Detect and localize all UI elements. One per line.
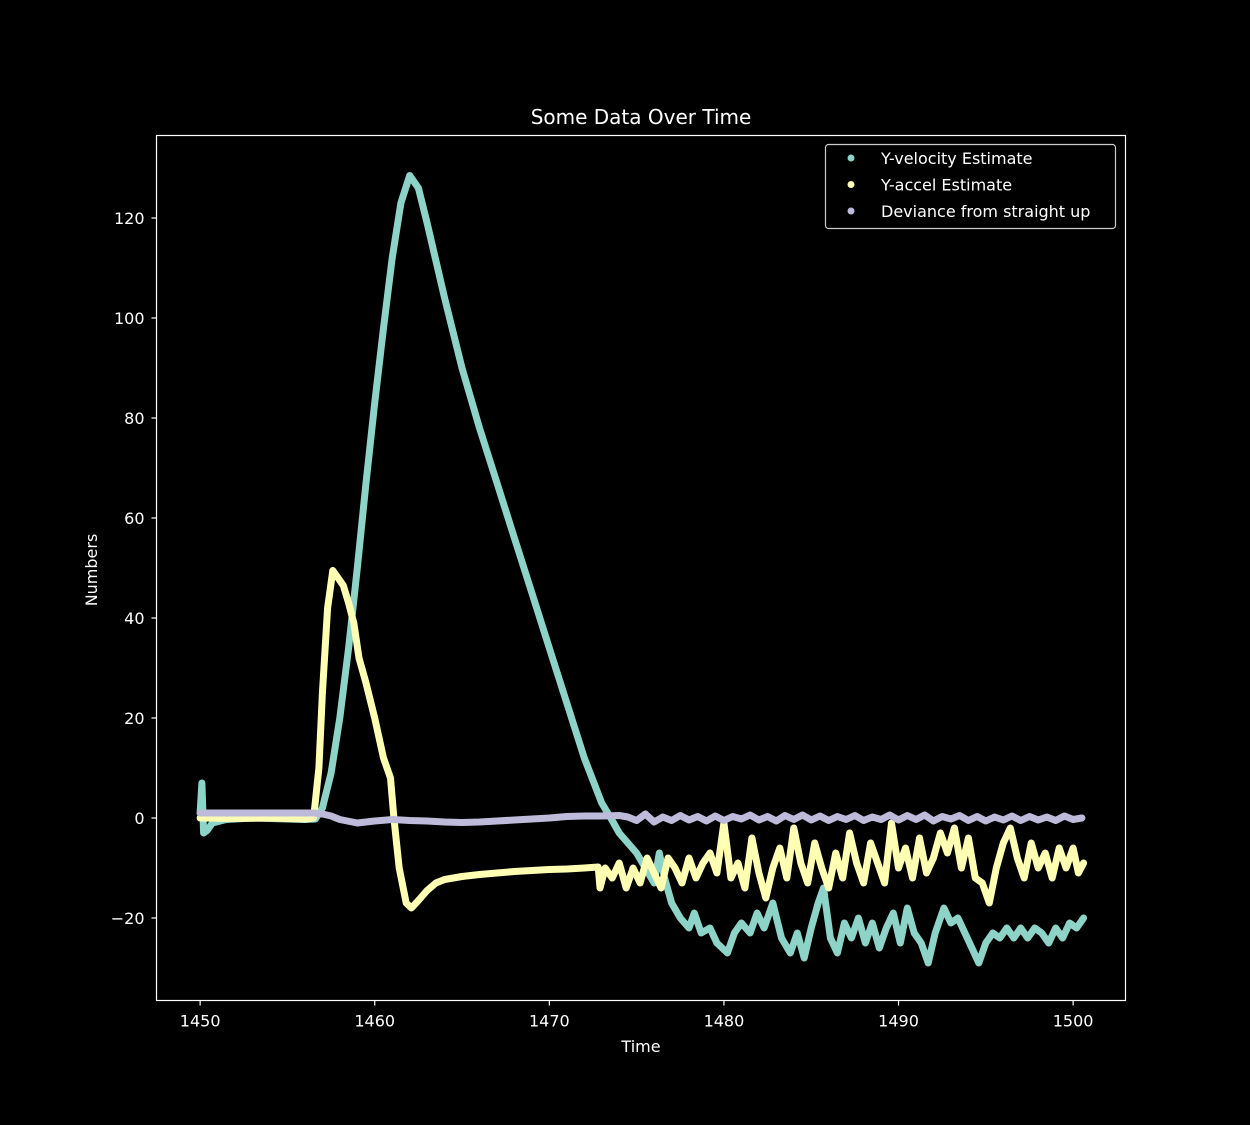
y-tick-label: 0 xyxy=(134,809,144,828)
legend-items: Y-velocity Estimate Y-accel Estimate Devia… xyxy=(847,149,1090,221)
legend-marker-y-velocity-estimate xyxy=(847,154,855,162)
series-y-accel-estimate xyxy=(196,567,1088,912)
y-tick-label: 100 xyxy=(114,309,145,328)
x-axis: 1450 1460 1470 1480 1490 1500 xyxy=(180,1000,1094,1031)
legend-marker-deviance-from-straight-up xyxy=(847,207,855,215)
legend-label-y-accel-estimate: Y-accel Estimate xyxy=(880,176,1012,195)
y-tick-label: −20 xyxy=(111,909,145,928)
chart-title: Some Data Over Time xyxy=(531,105,752,129)
y-tick-label: 80 xyxy=(124,409,144,428)
x-tick-label: 1490 xyxy=(878,1012,919,1031)
legend: Y-velocity Estimate Y-accel Estimate Devia… xyxy=(824,143,1117,230)
y-axis-label: Numbers xyxy=(82,534,101,607)
x-tick-label: 1450 xyxy=(180,1012,221,1031)
x-axis-label: Time xyxy=(620,1037,660,1056)
legend-label-deviance-from-straight-up: Deviance from straight up xyxy=(881,202,1090,221)
x-tick-label: 1470 xyxy=(529,1012,570,1031)
legend-marker-y-accel-estimate xyxy=(847,181,855,188)
plot-area xyxy=(196,172,1088,967)
y-tick-label: 20 xyxy=(124,709,144,728)
y-axis: −20 0 20 40 60 80 100 120 xyxy=(111,209,157,928)
y-tick-label: 60 xyxy=(124,509,144,528)
y-tick-label: 40 xyxy=(124,609,144,628)
x-tick-label: 1480 xyxy=(704,1012,745,1031)
x-tick-label: 1460 xyxy=(354,1012,395,1031)
x-tick-label: 1500 xyxy=(1053,1012,1094,1031)
legend-box xyxy=(824,143,1117,230)
legend-label-y-velocity-estimate: Y-velocity Estimate xyxy=(880,149,1033,168)
series-deviance-from-straight-up xyxy=(196,809,1086,827)
y-tick-label: 120 xyxy=(114,209,145,228)
axes-frame xyxy=(155,134,1127,1002)
series-y-velocity-estimate xyxy=(196,172,1088,967)
